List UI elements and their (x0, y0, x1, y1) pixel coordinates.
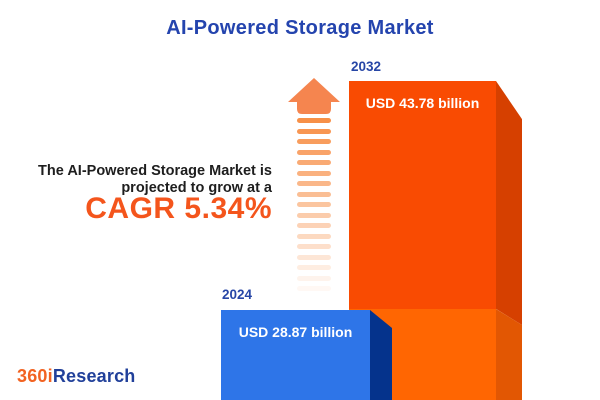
growth-arrow-dash (297, 118, 331, 123)
growth-arrow-head-icon (288, 78, 340, 114)
brand-logo-part-2: Research (52, 366, 136, 386)
bar-2032-base-side-face (496, 309, 522, 400)
bar-2024-value-label: USD 28.87 billion (238, 324, 353, 340)
description-line-1: The AI-Powered Storage Market is (38, 163, 272, 179)
description-line-2: projected to grow at a (121, 179, 272, 196)
bar-2024-side-face (370, 310, 392, 400)
bar-2032-value-label: USD 43.78 billion (365, 95, 480, 111)
bar-2024-year-label: 2024 (222, 287, 253, 302)
brand-logo-part-1: 360i (17, 366, 53, 386)
growth-arrow-dash (297, 265, 331, 270)
bar-2032-front-face (349, 81, 496, 309)
growth-arrow-dash (297, 160, 331, 165)
growth-arrow-dash (297, 191, 331, 197)
brand-logo: 360iResearch (17, 366, 136, 387)
growth-arrow-dash (297, 212, 331, 218)
growth-arrow-dashes (297, 118, 331, 298)
description-block: The AI-Powered Storage Market is project… (0, 163, 272, 225)
bar-2024-front-face (221, 310, 370, 400)
bar-2032-side-face (496, 81, 522, 325)
growth-arrow-dash (297, 181, 331, 186)
growth-arrow-dash (297, 275, 331, 281)
growth-arrow-dash (297, 254, 331, 260)
growth-arrow-dash (297, 286, 331, 291)
page-title: AI-Powered Storage Market (166, 17, 434, 39)
growth-arrow-dash (297, 223, 331, 228)
growth-arrow-dash (297, 139, 331, 144)
cagr-value: CAGR 5.34% (85, 192, 272, 225)
growth-arrow-dash (297, 149, 331, 155)
growth-arrow-dash (297, 202, 331, 207)
growth-arrow-dash (297, 170, 331, 176)
bar-2032-year-label: 2032 (351, 59, 382, 74)
growth-arrow-dash (297, 233, 331, 239)
growth-arrow-dash (297, 128, 331, 134)
growth-arrow-dash (297, 244, 331, 249)
